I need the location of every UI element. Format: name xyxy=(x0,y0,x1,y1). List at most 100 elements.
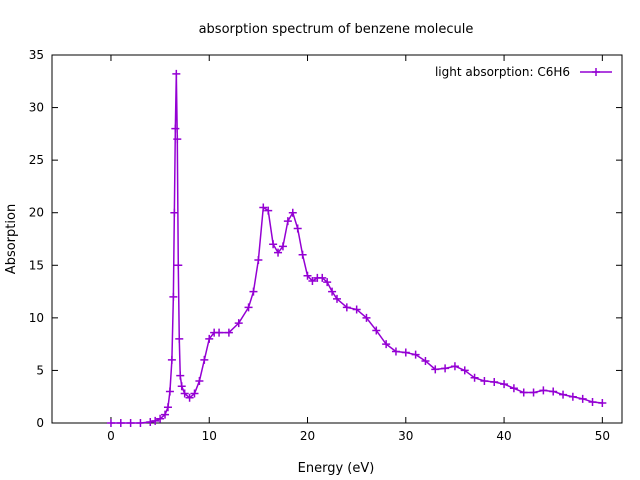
data-point-marker xyxy=(234,319,243,328)
data-point-marker xyxy=(509,384,518,393)
x-axis: 0 10 20 30 40 50 xyxy=(107,55,610,443)
data-point-marker xyxy=(171,124,180,133)
y-tick-label: 25 xyxy=(29,153,44,167)
data-point-marker xyxy=(460,366,469,375)
data-point-marker xyxy=(278,242,287,251)
x-tick-label: 40 xyxy=(496,429,511,443)
series-layer xyxy=(106,69,607,427)
data-point-marker xyxy=(180,389,189,398)
data-point-marker xyxy=(519,388,528,397)
data-point-marker xyxy=(174,261,183,270)
data-point-marker xyxy=(382,340,391,349)
data-point-marker xyxy=(175,334,184,343)
chart-title: absorption spectrum of benzene molecule xyxy=(199,22,474,37)
x-tick-label: 30 xyxy=(398,429,413,443)
legend-marker xyxy=(592,68,600,76)
data-point-marker xyxy=(249,287,258,296)
legend: light absorption: C6H6 xyxy=(435,65,612,79)
data-point-marker xyxy=(333,294,341,303)
x-tick-label: 50 xyxy=(595,429,610,443)
data-point-marker xyxy=(401,348,410,357)
data-point-marker xyxy=(568,392,577,401)
data-point-marker xyxy=(205,334,214,343)
data-point-marker xyxy=(529,388,538,397)
y-tick-label: 5 xyxy=(36,363,44,377)
data-point-marker xyxy=(588,397,597,406)
data-point-marker xyxy=(146,417,155,426)
data-point-marker xyxy=(244,303,253,312)
data-point-marker xyxy=(264,206,273,215)
data-point-marker xyxy=(308,277,317,286)
data-point-marker xyxy=(421,356,430,365)
data-point-marker xyxy=(328,287,337,296)
y-axis: 0 5 10 15 20 25 30 35 xyxy=(29,48,622,430)
legend-label: light absorption: C6H6 xyxy=(435,65,570,79)
data-point-marker xyxy=(352,305,361,314)
data-point-marker xyxy=(224,328,233,337)
data-point-marker xyxy=(161,410,170,419)
data-point-marker xyxy=(165,387,174,396)
y-tick-label: 15 xyxy=(29,258,44,272)
plot-frame xyxy=(51,54,623,424)
data-point-marker xyxy=(177,382,186,391)
data-point-marker xyxy=(169,292,178,301)
y-axis-label: Absorption xyxy=(4,204,19,274)
data-point-marker xyxy=(362,313,371,322)
data-point-marker xyxy=(578,394,587,403)
data-point-marker xyxy=(254,256,263,265)
data-point-marker xyxy=(539,386,548,395)
data-point-marker xyxy=(298,250,307,259)
x-tick-label: 10 xyxy=(202,429,217,443)
data-point-marker xyxy=(195,376,204,385)
x-tick-label: 20 xyxy=(300,429,315,443)
data-point-marker xyxy=(274,248,283,257)
series-line xyxy=(110,73,603,424)
data-point-marker xyxy=(215,328,224,337)
data-point-marker xyxy=(293,224,302,233)
x-axis-label: Energy (eV) xyxy=(298,461,375,476)
data-point-marker xyxy=(303,271,312,280)
data-point-marker xyxy=(172,69,181,78)
data-point-marker xyxy=(170,208,179,217)
data-point-marker xyxy=(269,240,278,249)
data-point-marker xyxy=(431,365,440,374)
data-point-marker xyxy=(190,389,199,398)
data-point-marker xyxy=(549,387,558,396)
data-point-marker xyxy=(490,377,499,386)
data-point-marker xyxy=(318,273,327,282)
data-point-marker xyxy=(441,364,450,373)
data-point-marker xyxy=(163,403,172,412)
y-tick-label: 35 xyxy=(29,48,44,62)
data-point-marker xyxy=(411,350,420,359)
data-point-marker xyxy=(372,326,381,335)
data-point-marker xyxy=(136,419,145,427)
data-point-marker xyxy=(470,373,479,382)
data-point-marker xyxy=(126,419,135,427)
data-point-marker xyxy=(176,371,185,380)
data-point-marker xyxy=(173,135,182,144)
data-point-marker xyxy=(559,390,568,399)
y-tick-label: 10 xyxy=(29,311,44,325)
data-point-marker xyxy=(167,355,176,364)
data-point-marker xyxy=(342,303,351,312)
data-point-marker xyxy=(185,393,194,402)
data-point-marker xyxy=(450,362,459,371)
data-point-marker xyxy=(259,203,268,212)
y-tick-label: 20 xyxy=(29,206,44,220)
data-point-marker xyxy=(116,419,125,427)
data-point-marker xyxy=(288,208,297,217)
data-point-marker xyxy=(283,217,292,226)
data-point-marker xyxy=(151,416,160,425)
data-point-marker xyxy=(480,376,489,385)
data-point-marker xyxy=(200,355,209,364)
y-tick-label: 0 xyxy=(36,416,44,430)
x-tick-label: 0 xyxy=(107,429,115,443)
data-point-marker xyxy=(106,419,115,427)
data-point-marker xyxy=(500,380,509,389)
data-point-marker xyxy=(391,347,400,356)
data-point-marker xyxy=(598,399,607,408)
y-tick-label: 30 xyxy=(29,101,44,115)
data-point-marker xyxy=(156,414,165,423)
